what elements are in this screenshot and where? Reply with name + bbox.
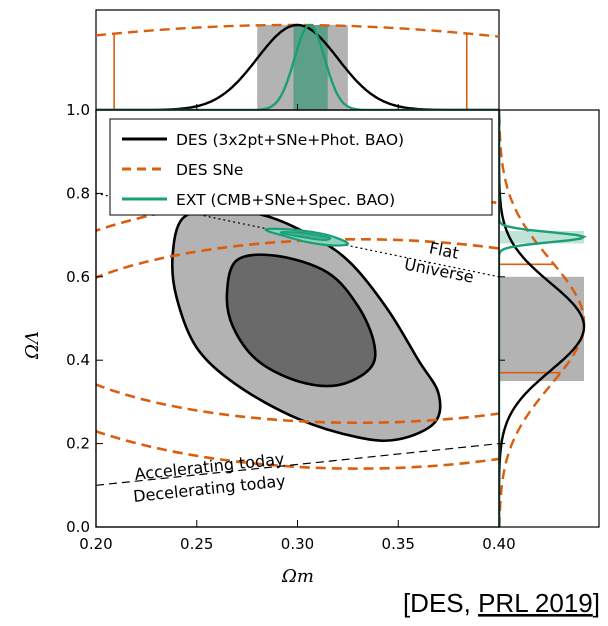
y-axis-label: ΩΛ	[22, 331, 43, 360]
x-axis-label: Ωm	[281, 566, 314, 587]
x-tick-label-4: 0.40	[482, 535, 515, 553]
legend-des-label: DES (3x2pt+SNe+Phot. BAO)	[176, 131, 404, 149]
ext-contour-inner	[279, 230, 332, 241]
x-tick-label-0: 0.20	[79, 535, 112, 553]
legend-box	[109, 118, 493, 216]
acceleration-line	[96, 443, 499, 486]
right-des-band	[499, 276, 584, 382]
legend-sne-label: DES SNe	[176, 161, 243, 179]
top-marginal-panel	[96, 23, 499, 110]
x-tick-label-2: 0.30	[281, 535, 314, 553]
x-tick-label-3: 0.35	[382, 535, 415, 553]
axis-ticks: 0.20 0.25 0.30 0.35 0.40 0.0 0.2 0.4 0.6 0.8 1.0	[66, 101, 516, 553]
citation: [DES, PRL 2019]	[403, 588, 600, 618]
right-marginal-panel	[499, 110, 587, 527]
citation-prefix: [DES,	[403, 588, 478, 618]
y-tick-label-4: 0.8	[66, 184, 90, 202]
y-tick-label-3: 0.6	[66, 268, 90, 286]
y-tick-label-0: 0.0	[66, 518, 90, 536]
y-tick-label-2: 0.4	[66, 351, 90, 369]
y-tick-label-1: 0.2	[66, 435, 90, 453]
right-sne-curve	[499, 110, 586, 527]
legend-ext-label: EXT (CMB+SNe+Spec. BAO)	[176, 191, 395, 209]
legend: DES (3x2pt+SNe+Phot. BAO) DES SNe EXT (C…	[109, 118, 493, 216]
citation-link[interactable]: PRL 2019	[478, 588, 593, 618]
citation-suffix: ]	[593, 588, 600, 618]
top-ext-curve	[96, 23, 499, 110]
des-contour-inner	[225, 253, 377, 388]
y-tick-label-5: 1.0	[66, 101, 90, 119]
universe-label: Universe	[403, 255, 476, 287]
top-ext-band	[293, 25, 328, 110]
x-tick-label-1: 0.25	[180, 535, 213, 553]
main-panel	[96, 192, 499, 486]
